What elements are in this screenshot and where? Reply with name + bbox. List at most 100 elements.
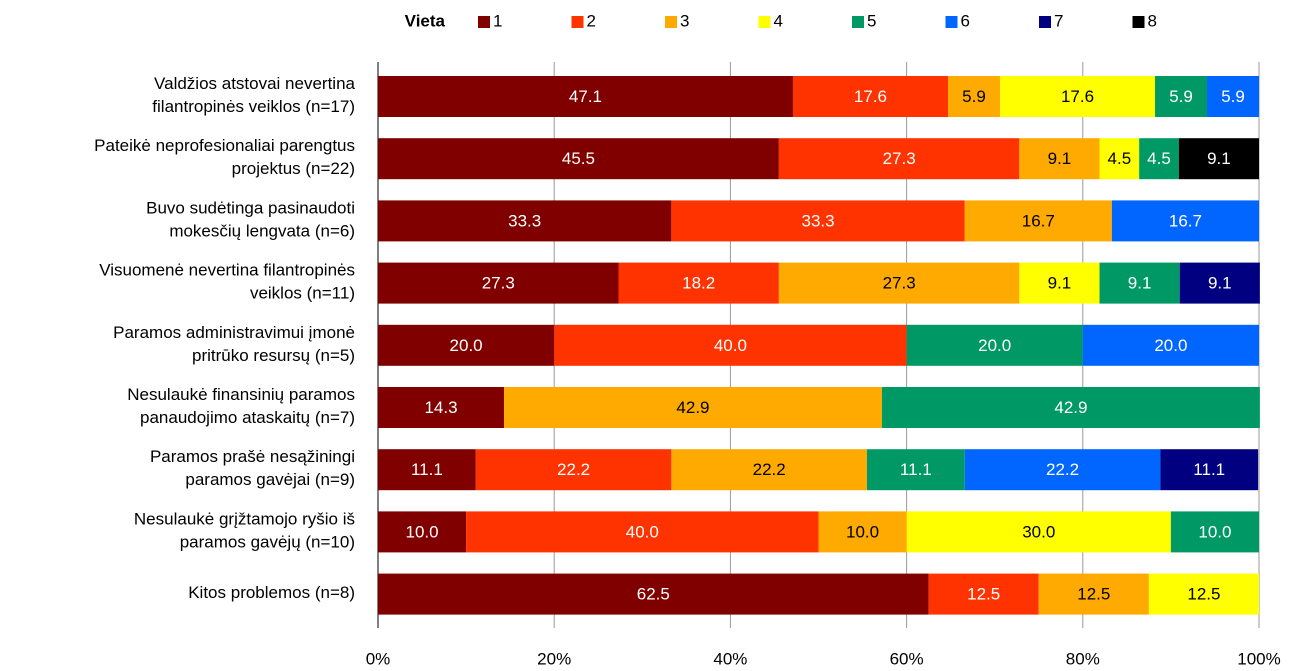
legend-swatch: [1132, 16, 1145, 28]
y-tick-label: Paramos administravimui įmonė pritrūko re…: [113, 323, 355, 365]
data-label: 20.0: [978, 336, 1011, 355]
bar-segment: [378, 324, 555, 366]
x-tick-label: 40%: [713, 649, 747, 668]
bar-segment: [906, 324, 1083, 366]
data-label: 20.0: [1154, 336, 1187, 355]
y-tick-label: Valdžios atstovai nevertina filantropinės…: [152, 74, 355, 116]
bar-segment: [671, 200, 965, 242]
bar-segment: [378, 449, 476, 491]
bar-segment: [618, 262, 779, 304]
data-label: 47.1: [569, 87, 602, 106]
data-label: 40.0: [626, 522, 659, 541]
data-label: 5.9: [962, 87, 986, 106]
legend-swatch: [571, 16, 584, 28]
data-label: 27.3: [883, 149, 916, 168]
legend-swatch: [758, 16, 771, 28]
data-label: 45.5: [562, 149, 595, 168]
data-label: 33.3: [802, 211, 835, 230]
bar-segment: [1019, 262, 1100, 304]
bar-segment: [792, 76, 949, 117]
bar-segment: [906, 511, 1171, 553]
data-label: 27.3: [883, 274, 916, 293]
bar-segment: [671, 449, 867, 491]
data-label: 9.1: [1128, 274, 1152, 293]
bar-segment: [1038, 573, 1149, 615]
data-label: 22.2: [1046, 460, 1079, 479]
data-label: 4.5: [1108, 149, 1132, 168]
data-label: 9.1: [1048, 149, 1072, 168]
data-label: 16.7: [1022, 211, 1055, 230]
legend-swatch: [478, 16, 490, 28]
legend-swatch: [665, 16, 677, 28]
bar-segment: [778, 138, 1020, 180]
y-tick-label: Kitos problemos (n=8): [188, 584, 355, 603]
bar-segment: [1179, 262, 1260, 304]
data-label: 22.2: [753, 460, 786, 479]
bar-segment: [1111, 200, 1259, 242]
y-tick-label: Nesulaukė grįžtamojo ryšio iš paramos gav…: [134, 510, 355, 552]
legend-label: 1: [493, 11, 502, 30]
bar-segment: [866, 449, 965, 491]
bar-segment: [378, 76, 793, 117]
bar-segment: [1099, 262, 1180, 304]
legend-swatch: [852, 16, 864, 28]
data-label: 16.7: [1169, 211, 1202, 230]
bar-segment: [1099, 138, 1140, 180]
data-label: 9.1: [1048, 274, 1072, 293]
bar-segment: [466, 511, 819, 553]
data-label: 30.0: [1022, 522, 1055, 541]
x-tick-label: 100%: [1237, 649, 1280, 668]
x-tick-label: 20%: [537, 649, 571, 668]
data-label: 17.6: [854, 87, 887, 106]
data-label: 17.6: [1061, 87, 1094, 106]
y-tick-label: Nesulaukė finansinių paramos panaudojimo …: [127, 385, 355, 427]
bar-segment: [1139, 138, 1179, 180]
y-tick-label: Pateikė neprofesionaliai parengtus projek…: [94, 137, 355, 179]
legend-label: 8: [1148, 11, 1157, 30]
data-label: 11.1: [1193, 460, 1225, 479]
bar-segment: [928, 573, 1039, 615]
legend-swatch: [1039, 16, 1051, 28]
data-label: 10.0: [846, 522, 879, 541]
data-label: 27.3: [482, 274, 515, 293]
x-tick-label: 60%: [890, 649, 924, 668]
data-label: 62.5: [637, 585, 670, 604]
bar-segment: [475, 449, 672, 491]
bar-segment: [818, 511, 907, 553]
data-label: 40.0: [714, 336, 747, 355]
data-label: 18.2: [682, 274, 715, 293]
data-label: 11.1: [411, 460, 443, 479]
legend-label: 6: [961, 11, 970, 30]
bar-segment: [964, 449, 1161, 491]
bar-segment: [1019, 138, 1100, 180]
bar-segment: [778, 262, 1020, 304]
bar-segment: [881, 387, 1260, 428]
data-label: 12.5: [1187, 585, 1220, 604]
data-label: 10.0: [406, 522, 439, 541]
data-label: 11.1: [900, 460, 932, 479]
data-label: 5.9: [1221, 87, 1245, 106]
bar-segment: [378, 387, 504, 428]
legend-label: 4: [774, 11, 783, 30]
bar-segment: [1155, 76, 1208, 117]
bar-segment: [503, 387, 882, 428]
bar-segment: [964, 200, 1112, 242]
data-label: 20.0: [450, 336, 483, 355]
bar-segment: [554, 324, 907, 366]
bar-segment: [1207, 76, 1259, 117]
legend-title: Vieta: [405, 11, 446, 30]
bar-segment: [378, 573, 929, 615]
bar-segment: [1148, 573, 1259, 615]
data-label: 4.5: [1147, 149, 1171, 168]
legend-label: 5: [867, 11, 876, 30]
bar-segment: [1170, 511, 1259, 553]
data-label: 42.9: [1054, 398, 1087, 417]
y-tick-label: Visuomenė nevertina filantropinės veiklos…: [99, 261, 355, 303]
data-label: 33.3: [508, 211, 541, 230]
x-tick-label: 0%: [366, 649, 391, 668]
data-label: 10.0: [1198, 522, 1231, 541]
data-label: 5.9: [1169, 87, 1193, 106]
bar-segment: [378, 138, 779, 180]
data-label: 9.1: [1207, 149, 1231, 168]
